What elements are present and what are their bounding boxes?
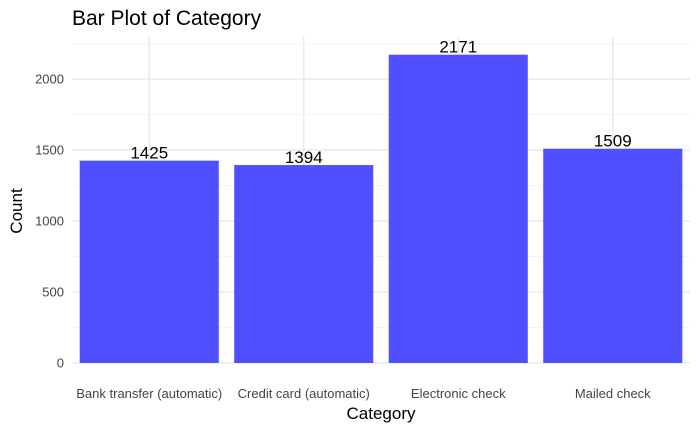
bar (234, 165, 374, 363)
x-axis-title: Category (347, 404, 416, 423)
y-tick-label: 0 (57, 356, 64, 371)
y-axis-ticks: 0 500 1000 1500 2000 (35, 72, 64, 371)
y-tick-label: 500 (42, 285, 64, 300)
x-axis-ticks: Bank transfer (automatic) Credit card (au… (76, 386, 651, 401)
x-tick-label: Bank transfer (automatic) (76, 386, 222, 401)
bar (543, 148, 683, 363)
data-label: 2171 (439, 38, 477, 57)
bar (388, 54, 528, 364)
x-tick-label: Electronic check (411, 386, 506, 401)
bar (79, 160, 219, 363)
y-axis-title: Count (7, 188, 26, 234)
y-tick-label: 1500 (35, 143, 64, 158)
bars (79, 54, 683, 364)
data-labels: 1425 1394 2171 1509 (130, 38, 631, 167)
data-label: 1509 (594, 132, 632, 151)
x-tick-label: Credit card (automatic) (238, 386, 370, 401)
y-tick-label: 2000 (35, 72, 64, 87)
data-label: 1394 (285, 148, 323, 167)
x-tick-label: Mailed check (575, 386, 651, 401)
data-label: 1425 (130, 144, 168, 163)
y-tick-label: 1000 (35, 214, 64, 229)
chart-title: Bar Plot of Category (72, 7, 262, 30)
